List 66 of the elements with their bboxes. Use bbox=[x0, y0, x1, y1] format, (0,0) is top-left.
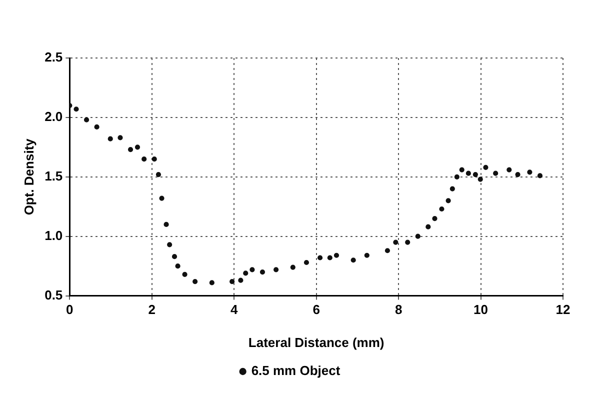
point bbox=[304, 260, 310, 266]
point bbox=[454, 174, 460, 180]
point bbox=[483, 164, 488, 170]
point bbox=[393, 240, 398, 245]
x-tick-label: 4 bbox=[230, 302, 238, 318]
point bbox=[156, 172, 162, 178]
x-tick-label: 10 bbox=[474, 302, 488, 318]
point bbox=[159, 196, 164, 201]
point bbox=[327, 255, 332, 260]
point bbox=[243, 270, 248, 276]
point bbox=[128, 147, 134, 152]
legend-label: 6.5 mm Object bbox=[251, 363, 341, 378]
point bbox=[182, 272, 188, 277]
point bbox=[506, 167, 512, 172]
point bbox=[478, 176, 483, 182]
point bbox=[134, 144, 140, 150]
y-tick-label: 2.5 bbox=[44, 50, 63, 65]
point bbox=[527, 170, 532, 175]
point bbox=[172, 254, 178, 260]
x-tick-label: 0 bbox=[66, 302, 74, 318]
x-tick-label: 6 bbox=[312, 302, 320, 318]
point bbox=[164, 222, 169, 228]
point bbox=[230, 278, 235, 284]
point bbox=[84, 117, 90, 122]
point bbox=[250, 267, 255, 272]
x-axis-title: Lateral Distance (mm) bbox=[248, 334, 384, 350]
point bbox=[405, 240, 410, 245]
y-tick-label: 1.0 bbox=[44, 228, 63, 243]
point bbox=[334, 252, 340, 258]
x-tick-label: 2 bbox=[148, 302, 156, 318]
y-axis-title: Opt. Density bbox=[21, 138, 36, 216]
point bbox=[515, 172, 520, 178]
point bbox=[537, 173, 543, 178]
point bbox=[260, 269, 266, 275]
point bbox=[167, 242, 172, 248]
point bbox=[415, 234, 420, 239]
x-tick-label: 8 bbox=[394, 302, 402, 318]
point bbox=[384, 248, 390, 254]
point bbox=[439, 206, 444, 212]
point bbox=[209, 280, 214, 286]
point bbox=[350, 258, 356, 263]
point bbox=[426, 224, 431, 230]
point bbox=[446, 198, 451, 204]
point bbox=[466, 170, 471, 176]
point bbox=[472, 172, 478, 178]
y-tick-label: 0.5 bbox=[44, 287, 63, 302]
point bbox=[142, 156, 147, 162]
x-tick-label: 12 bbox=[556, 302, 570, 318]
point bbox=[450, 186, 455, 192]
point bbox=[317, 255, 323, 260]
point bbox=[94, 124, 100, 130]
point bbox=[192, 278, 198, 284]
y-tick-label: 2.0 bbox=[44, 109, 63, 124]
point bbox=[459, 167, 464, 172]
point bbox=[118, 135, 123, 140]
point bbox=[152, 156, 157, 162]
point bbox=[274, 267, 279, 272]
point bbox=[290, 264, 296, 270]
point bbox=[175, 264, 180, 269]
point bbox=[108, 136, 113, 142]
y-tick-label: 1.5 bbox=[44, 168, 63, 184]
point bbox=[238, 278, 244, 283]
point bbox=[74, 106, 79, 112]
point bbox=[432, 216, 438, 222]
point bbox=[364, 252, 370, 258]
point bbox=[493, 170, 498, 176]
